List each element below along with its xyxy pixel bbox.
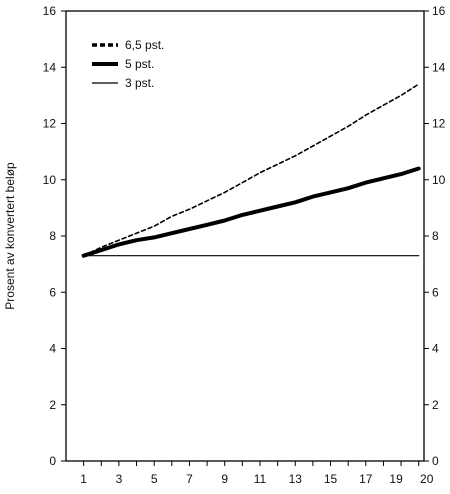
right-y-tick-label: 2	[432, 398, 439, 412]
left-y-tick-label: 8	[49, 229, 56, 243]
left-y-tick-label: 4	[49, 342, 56, 356]
series-line-2	[81, 166, 421, 258]
legend-label: 5 pst.	[125, 57, 154, 71]
right-y-tick-label: 8	[432, 229, 439, 243]
legend-label: 3 pst.	[125, 76, 154, 90]
x-tick-label: 19	[389, 472, 403, 486]
right-y-tick-label: 4	[432, 342, 439, 356]
series-line-1	[82, 83, 420, 257]
x-tick-label: 15	[324, 472, 338, 486]
x-tick-label: 9	[221, 472, 228, 486]
x-axis: 1 3 5 7 9 11 13 15 17 19 20	[80, 461, 434, 486]
legend-label: 6,5 pst.	[125, 38, 164, 52]
y-axis-title: Prosent av konvertert beløp	[3, 162, 17, 310]
right-y-axis: 0 2 4 6 8 10 12 14 16	[424, 4, 446, 468]
right-y-tick-label: 14	[432, 60, 446, 74]
right-y-tick-label: 0	[432, 454, 439, 468]
left-y-tick-label: 14	[43, 60, 57, 74]
legend: 6,5 pst. 5 pst. 3 pst.	[92, 38, 164, 90]
left-y-tick-label: 10	[43, 173, 57, 187]
series-lines	[81, 83, 421, 258]
right-y-tick-label: 12	[432, 117, 446, 131]
right-y-tick-label: 6	[432, 285, 439, 299]
right-y-tick-label: 10	[432, 173, 446, 187]
left-y-tick-label: 12	[43, 117, 57, 131]
left-y-tick-label: 2	[49, 398, 56, 412]
x-tick-label: 5	[151, 472, 158, 486]
x-tick-label: 13	[289, 472, 303, 486]
right-y-tick-label: 16	[432, 4, 446, 18]
x-tick-label: 1	[80, 472, 87, 486]
x-tick-label: 11	[254, 472, 267, 486]
x-tick-label: 17	[359, 472, 373, 486]
left-y-tick-label: 0	[49, 454, 56, 468]
x-tick-label: 3	[116, 472, 123, 486]
left-y-tick-label: 6	[49, 285, 56, 299]
x-tick-label: 20	[420, 472, 434, 486]
left-y-axis: 0 2 4 6 8 10 12 14 16	[43, 4, 66, 468]
left-y-tick-label: 16	[43, 4, 57, 18]
plot-frame	[65, 10, 425, 462]
x-tick-label: 7	[186, 472, 193, 486]
